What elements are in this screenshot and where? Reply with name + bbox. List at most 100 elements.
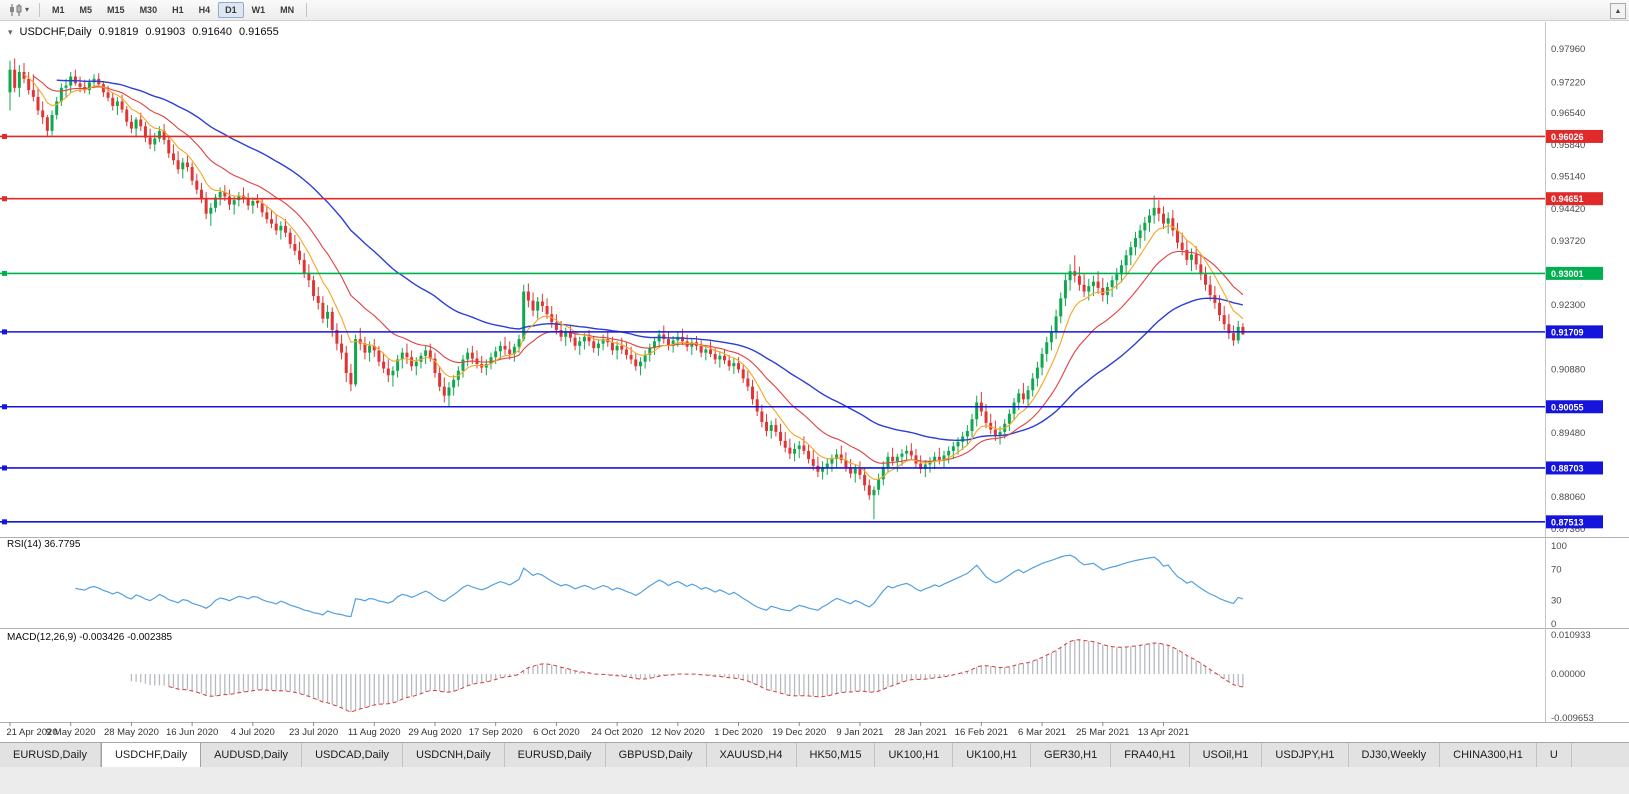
price-axis-label: 0.90880 — [1551, 364, 1585, 375]
chart-tab-fra40-h1[interactable]: FRA40,H1 — [1111, 743, 1190, 768]
candle-body — [461, 359, 465, 371]
rsi-indicator-label: RSI(14) 36.7795 — [7, 539, 81, 550]
candle-body — [1232, 333, 1236, 341]
chart-tab-china300-h1[interactable]: CHINA300,H1 — [1440, 743, 1537, 768]
timeframe-button-m30[interactable]: M30 — [139, 5, 158, 15]
candle-body — [961, 436, 965, 442]
chart-type-button[interactable]: ▾ — [4, 2, 34, 18]
timeframe-button-m15[interactable]: M15 — [107, 5, 125, 15]
candle-body — [760, 411, 764, 422]
candle-body — [779, 431, 783, 441]
date-label: 24 Oct 2020 — [591, 727, 643, 738]
scroll-up-button[interactable]: ▲ — [1610, 3, 1626, 19]
candle-body — [1133, 238, 1137, 248]
chart-tab-usdjpy-h1[interactable]: USDJPY,H1 — [1262, 743, 1349, 768]
price-axis-label: 0.89480 — [1551, 428, 1585, 439]
candle-body — [615, 345, 619, 351]
date-label: 6 Oct 2020 — [533, 727, 579, 738]
candle-body — [937, 456, 941, 460]
price-axis-label: 0.93720 — [1551, 236, 1585, 247]
chart-tab-eurusd-daily[interactable]: EURUSD,Daily — [504, 743, 606, 768]
chart-tab-audusd-daily[interactable]: AUDUSD,Daily — [201, 743, 303, 768]
candle-body — [498, 345, 502, 352]
candle-body — [424, 350, 428, 356]
candle-body — [671, 340, 675, 346]
timeframe-button-mn[interactable]: MN — [280, 5, 295, 15]
chart-tab-uk100-h1[interactable]: UK100,H1 — [953, 743, 1032, 768]
chart-tab-hk50-m15[interactable]: HK50,M15 — [796, 743, 876, 768]
candle-body — [1171, 218, 1175, 231]
candle-body — [811, 459, 815, 466]
candle-body — [610, 342, 614, 351]
chart-canvas[interactable]: 0.97960 0.97220 0.96540 0.95840 0.95140 0.944… — [0, 0, 1629, 742]
candle-body — [638, 361, 642, 367]
candle-body — [1204, 274, 1208, 285]
chart-tab-u[interactable]: U — [1536, 743, 1572, 768]
candle-body — [45, 117, 49, 131]
candle-body — [942, 455, 946, 460]
timeframe-button-h4[interactable]: H4 — [198, 5, 211, 15]
candle-body — [17, 71, 21, 88]
candle-body — [807, 450, 811, 460]
collapse-arrow-icon[interactable]: ▾ — [8, 26, 13, 37]
toolbar-separator — [306, 3, 308, 17]
price-axis-label: 0.88060 — [1551, 492, 1585, 503]
candle-body — [503, 345, 507, 350]
candle-body — [31, 90, 35, 97]
candle-body — [596, 343, 600, 349]
rsi-axis-label: 0 — [1551, 619, 1556, 630]
chart-tab-gbpusd-daily[interactable]: GBPUSD,Daily — [605, 743, 707, 768]
chart-tab-uk100-h1[interactable]: UK100,H1 — [875, 743, 954, 768]
candle-body — [853, 469, 857, 474]
chart-tab-usdcad-daily[interactable]: USDCAD,Daily — [302, 743, 404, 768]
candle-body — [676, 336, 680, 341]
price-badge — [1546, 266, 1603, 280]
candle-body — [839, 454, 843, 460]
candle-body — [87, 82, 91, 91]
timeframe-button-m1[interactable]: M1 — [52, 5, 65, 15]
candle-body — [508, 349, 512, 355]
chart-tab-usdchf-daily[interactable]: USDCHF,Daily — [100, 743, 202, 768]
candle-body — [783, 440, 787, 448]
candle-body — [405, 352, 409, 358]
line-anchor-handle — [2, 270, 7, 276]
chart-tab-xauusd-h4[interactable]: XAUUSD,H4 — [706, 743, 797, 768]
candle-body — [517, 339, 521, 347]
candle-body — [1129, 247, 1133, 256]
candle-body — [452, 379, 456, 388]
date-label: 9 Jan 2021 — [836, 727, 883, 738]
candle-body — [101, 84, 105, 93]
timeframe-button-d1[interactable]: D1 — [218, 2, 244, 18]
date-label: 13 Apr 2021 — [1138, 727, 1189, 738]
price-badge — [1546, 400, 1603, 414]
candle-body — [246, 198, 250, 206]
chart-tab-dj30-weekly[interactable]: DJ30,Weekly — [1348, 743, 1441, 768]
candle-body — [1161, 213, 1165, 224]
chart-tab-eurusd-daily[interactable]: EURUSD,Daily — [0, 743, 101, 768]
candle-body — [13, 69, 17, 88]
candle-body — [891, 456, 895, 462]
candle-body — [410, 357, 414, 367]
timeframe-button-w1[interactable]: W1 — [251, 5, 266, 15]
candle-body — [447, 387, 451, 396]
chart-tab-ger30-h1[interactable]: GER30,H1 — [1031, 743, 1112, 768]
date-label: 17 Sep 2020 — [469, 727, 523, 738]
candle-body — [284, 225, 288, 233]
timeframe-button-m5[interactable]: M5 — [79, 5, 93, 15]
candle-body — [802, 445, 806, 451]
candle-body — [965, 430, 969, 437]
candle-body — [704, 349, 708, 353]
candle-body — [531, 300, 535, 311]
chart-tab-usoil-h1[interactable]: USOil,H1 — [1189, 743, 1263, 768]
candle-body — [1017, 393, 1021, 403]
date-label: 4 Jul 2020 — [231, 727, 275, 738]
price-axis-label: 0.97220 — [1551, 77, 1585, 88]
candle-body — [223, 191, 227, 197]
candle-body — [573, 337, 577, 346]
date-label: 6 Mar 2021 — [1018, 727, 1066, 738]
timeframe-button-h1[interactable]: H1 — [172, 5, 184, 15]
rsi-line — [75, 554, 1244, 618]
candle-body — [788, 447, 792, 454]
chart-tab-usdcnh-daily[interactable]: USDCNH,Daily — [403, 743, 505, 768]
candle-body — [50, 114, 54, 131]
